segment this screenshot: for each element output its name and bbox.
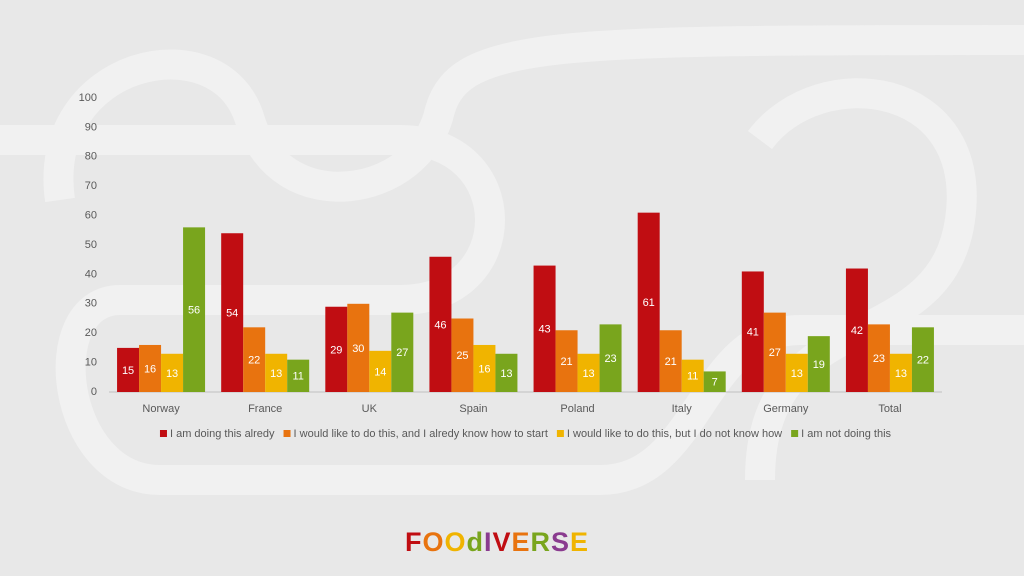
value-label: 11 bbox=[292, 371, 303, 383]
bar bbox=[681, 359, 704, 392]
bar bbox=[911, 327, 934, 392]
y-tick-label: 40 bbox=[85, 268, 97, 280]
bar bbox=[577, 353, 600, 392]
y-tick-label: 80 bbox=[85, 151, 97, 163]
value-label: 15 bbox=[122, 365, 134, 377]
x-tick-label: France bbox=[248, 403, 282, 415]
bar bbox=[221, 233, 244, 392]
value-label: 13 bbox=[500, 368, 512, 380]
legend: I am doing this alredy I would like to do… bbox=[159, 428, 892, 440]
value-label: 13 bbox=[270, 368, 282, 380]
value-label: 13 bbox=[791, 368, 803, 380]
bar bbox=[785, 353, 808, 392]
x-tick-label: Total bbox=[878, 403, 901, 415]
bar bbox=[369, 350, 392, 392]
bar bbox=[347, 303, 370, 392]
value-label: 56 bbox=[188, 305, 200, 317]
value-label: 11 bbox=[687, 371, 698, 383]
bar bbox=[637, 212, 660, 392]
bar bbox=[265, 353, 288, 392]
legend-label: I am not doing this bbox=[801, 428, 891, 440]
value-label: 29 bbox=[330, 344, 342, 356]
y-tick-label: 20 bbox=[85, 327, 97, 339]
value-label: 23 bbox=[604, 353, 616, 365]
bar bbox=[599, 324, 622, 392]
bar bbox=[741, 271, 764, 392]
bar bbox=[763, 312, 786, 392]
legend-swatch bbox=[791, 430, 799, 437]
bar bbox=[287, 359, 310, 392]
value-label: 27 bbox=[396, 347, 408, 359]
value-label: 30 bbox=[352, 343, 364, 355]
bar bbox=[845, 268, 868, 392]
value-label: 13 bbox=[582, 368, 594, 380]
legend-swatch bbox=[556, 430, 564, 437]
y-tick-label: 10 bbox=[85, 357, 97, 369]
bar bbox=[867, 324, 890, 392]
bar bbox=[183, 227, 206, 392]
value-label: 19 bbox=[813, 359, 825, 371]
legend-swatch bbox=[283, 430, 291, 437]
legend-label: I am doing this alredy bbox=[170, 428, 275, 440]
bar bbox=[889, 353, 912, 392]
bar bbox=[555, 330, 578, 392]
legend-label: I would like to do this, but I do not kn… bbox=[567, 428, 782, 440]
y-tick-label: 0 bbox=[91, 386, 97, 398]
bar bbox=[703, 371, 726, 392]
bar bbox=[391, 312, 414, 392]
y-tick-label: 100 bbox=[79, 92, 97, 104]
bar bbox=[161, 353, 184, 392]
value-label: 16 bbox=[478, 363, 490, 375]
value-label: 54 bbox=[226, 308, 238, 320]
bar bbox=[533, 265, 556, 392]
value-label: 46 bbox=[434, 319, 446, 331]
value-label: 43 bbox=[538, 324, 550, 336]
value-label: 13 bbox=[895, 368, 907, 380]
bar bbox=[473, 344, 496, 392]
value-label: 25 bbox=[456, 350, 468, 362]
y-tick-label: 30 bbox=[85, 298, 97, 310]
bar bbox=[429, 256, 452, 392]
value-label: 13 bbox=[166, 368, 178, 380]
value-label: 22 bbox=[248, 355, 260, 367]
x-tick-label: Italy bbox=[672, 403, 693, 415]
legend-label: I would like to do this, and I alredy kn… bbox=[294, 428, 548, 440]
value-label: 41 bbox=[747, 327, 759, 339]
bar bbox=[325, 306, 348, 392]
y-tick-label: 90 bbox=[85, 121, 97, 133]
bar bbox=[139, 344, 162, 392]
value-label: 27 bbox=[769, 347, 781, 359]
value-label: 21 bbox=[665, 356, 677, 368]
x-tick-label: Germany bbox=[763, 403, 809, 415]
bar bbox=[451, 318, 474, 392]
logo: FOOdIVERSE bbox=[405, 527, 589, 557]
x-tick-label: Norway bbox=[142, 403, 180, 415]
bar bbox=[807, 336, 830, 392]
bar bbox=[495, 353, 518, 392]
bar bbox=[659, 330, 682, 392]
y-tick-label: 60 bbox=[85, 210, 97, 222]
value-label: 16 bbox=[144, 363, 156, 375]
value-label: 23 bbox=[873, 353, 885, 365]
legend-swatch bbox=[159, 430, 167, 437]
value-label: 42 bbox=[851, 325, 863, 337]
value-label: 14 bbox=[374, 366, 386, 378]
value-label: 21 bbox=[560, 356, 572, 368]
value-label: 61 bbox=[643, 297, 655, 309]
x-tick-label: Spain bbox=[459, 403, 487, 415]
y-tick-label: 70 bbox=[85, 180, 97, 192]
x-tick-label: Poland bbox=[560, 403, 594, 415]
bar bbox=[243, 327, 266, 392]
y-tick-label: 50 bbox=[85, 239, 97, 251]
x-tick-label: UK bbox=[362, 403, 378, 415]
value-label: 22 bbox=[917, 355, 929, 367]
value-label: 7 bbox=[712, 377, 718, 389]
bar bbox=[117, 347, 140, 392]
